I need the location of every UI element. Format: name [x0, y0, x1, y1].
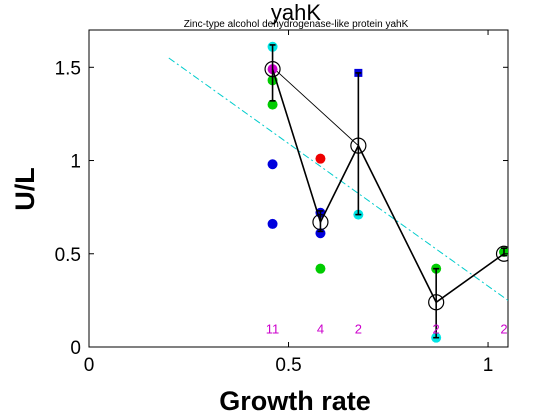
scatter-point: [315, 263, 326, 274]
count-label: 2: [433, 321, 440, 336]
x-axis-label: Growth rate: [219, 386, 371, 416]
count-label: 4: [317, 321, 324, 336]
scatter-point: [315, 153, 326, 164]
mean-line: [271, 68, 505, 304]
y-tick-label: 0: [70, 338, 81, 359]
x-tick-label: 0: [84, 355, 95, 376]
y-tick-label: 1.5: [55, 58, 81, 79]
fit-line: [272, 66, 505, 303]
scatter-point: [267, 159, 278, 170]
count-label: 11: [266, 321, 280, 336]
chart-title: yahK: [271, 0, 321, 25]
mean-marker: [312, 213, 329, 231]
plot-content: 11 4 2 2 2: [168, 41, 508, 343]
count-label: 2: [500, 321, 507, 336]
plot-layer: [168, 41, 508, 343]
scatter-point: [267, 218, 278, 229]
x-tick-label: 1: [483, 355, 494, 376]
mean-marker: [428, 294, 445, 311]
y-tick-label: 0.5: [55, 245, 81, 266]
chart-subtitle: Zinc-type alcohol dehydrogenase-like pro…: [184, 19, 409, 30]
count-label: 2: [355, 321, 362, 336]
y-tick-label: 1: [70, 152, 81, 173]
plot-area: [88, 29, 509, 348]
x-tick-label: 0.5: [275, 355, 301, 376]
mean-marker: [264, 61, 281, 78]
y-axis-label: U/L: [10, 167, 40, 211]
scatter-point: [267, 99, 278, 110]
trend-line: [168, 57, 508, 301]
mean-marker: [350, 137, 367, 154]
axes: 0 0.5 1 0 0.5 1 1.5: [55, 30, 508, 376]
mean-marker: [495, 245, 508, 262]
